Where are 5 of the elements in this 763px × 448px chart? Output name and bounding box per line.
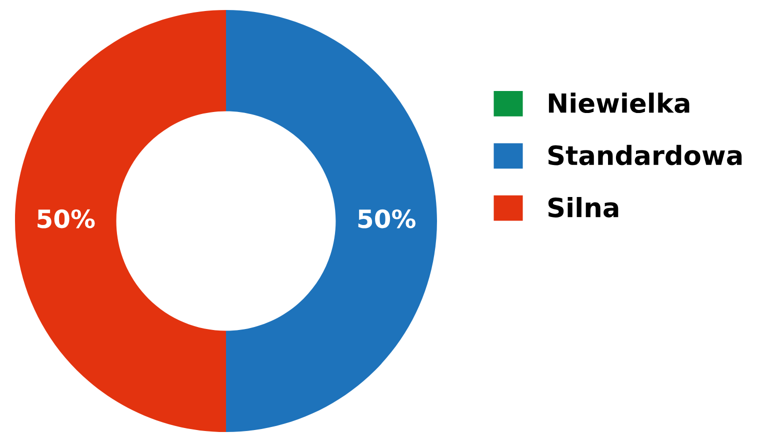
legend-label: Niewielka <box>548 92 690 114</box>
data-label: 50% <box>358 209 416 228</box>
legend-label: Silna <box>548 197 618 218</box>
data-label: 50% <box>38 209 95 228</box>
legend-label: Standardowa <box>548 144 742 166</box>
